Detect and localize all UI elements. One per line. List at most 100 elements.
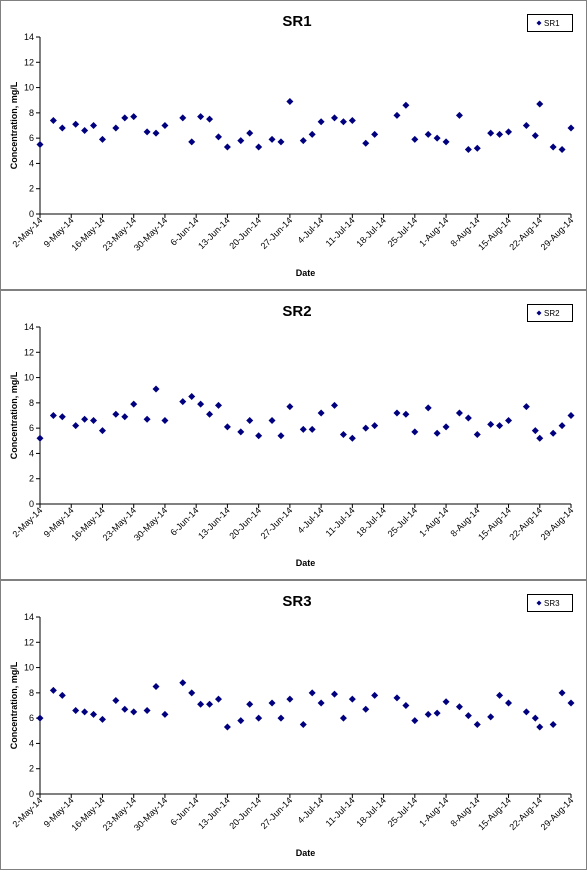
data-point	[505, 128, 513, 136]
data-point	[49, 116, 57, 124]
y-tick-label: 8	[29, 108, 34, 118]
data-point	[522, 403, 530, 411]
data-point	[49, 412, 57, 419]
y-tick-label: 8	[29, 398, 34, 408]
data-point	[455, 703, 463, 711]
legend: SR1	[527, 14, 573, 32]
data-point	[487, 420, 495, 428]
data-point	[433, 134, 441, 142]
data-point	[72, 120, 80, 128]
data-point	[433, 429, 441, 437]
data-point	[197, 700, 205, 708]
data-point	[214, 133, 222, 141]
data-point	[442, 698, 450, 706]
data-point	[237, 428, 245, 436]
data-point	[424, 710, 432, 718]
data-point	[442, 423, 450, 431]
y-tick-label: 6	[29, 713, 34, 723]
data-point	[487, 129, 495, 137]
legend-box	[527, 594, 573, 612]
data-point	[161, 122, 169, 129]
data-point	[393, 111, 401, 119]
data-point	[98, 715, 106, 723]
data-point	[255, 714, 263, 722]
data-point	[188, 393, 196, 401]
legend-label: SR1	[544, 19, 560, 28]
data-point	[130, 708, 138, 716]
data-point	[36, 140, 44, 148]
data-point	[268, 417, 276, 425]
data-point	[308, 425, 316, 433]
y-tick-label: 4	[29, 448, 34, 458]
data-point	[98, 427, 106, 435]
data-point	[464, 146, 472, 154]
data-point	[152, 683, 160, 691]
data-point	[121, 413, 129, 421]
data-point	[362, 424, 370, 432]
data-point	[268, 135, 276, 143]
y-tick-label: 2	[29, 764, 34, 774]
data-point	[339, 118, 347, 126]
x-axis-title: Date	[296, 268, 316, 278]
data-point	[255, 143, 263, 151]
x-axis-title: Date	[296, 848, 316, 858]
data-point	[505, 699, 513, 707]
data-point	[72, 422, 80, 430]
data-point	[206, 115, 214, 123]
data-point	[161, 710, 169, 718]
y-tick-label: 4	[29, 158, 34, 168]
panel-frame	[0, 290, 587, 580]
data-point	[549, 143, 557, 151]
y-tick-label: 12	[24, 347, 34, 357]
data-point	[411, 135, 419, 143]
legend-marker	[536, 20, 542, 26]
data-point	[487, 713, 495, 721]
legend-box	[527, 14, 573, 32]
data-point	[152, 129, 160, 137]
data-point	[362, 139, 370, 147]
data-point	[402, 410, 410, 418]
data-point	[371, 422, 379, 430]
data-point	[549, 429, 557, 437]
data-point	[90, 122, 98, 129]
data-point	[531, 714, 539, 722]
data-point	[299, 720, 307, 728]
data-point	[112, 696, 120, 704]
data-point	[36, 714, 44, 722]
data-point	[371, 691, 379, 699]
data-point	[81, 127, 89, 135]
data-point	[161, 417, 169, 425]
x-axis-title: Date	[296, 558, 316, 568]
y-tick-label: 8	[29, 688, 34, 698]
data-point	[286, 695, 294, 703]
data-point	[567, 124, 575, 132]
data-point	[143, 128, 151, 136]
data-point	[536, 434, 544, 442]
data-point	[536, 723, 544, 731]
data-point	[268, 699, 276, 707]
data-point	[246, 129, 254, 137]
data-point	[179, 679, 187, 687]
data-point	[112, 410, 120, 418]
y-tick-label: 12	[24, 57, 34, 67]
y-tick-label: 0	[29, 499, 34, 509]
data-point	[393, 409, 401, 417]
data-point	[536, 100, 544, 108]
data-point	[455, 111, 463, 119]
data-point	[286, 403, 294, 411]
data-point	[522, 122, 530, 129]
data-point	[197, 113, 205, 121]
data-point	[277, 432, 285, 440]
data-point	[246, 700, 254, 708]
y-tick-label: 14	[24, 32, 34, 42]
data-point	[317, 699, 325, 707]
panel-frame	[0, 0, 587, 290]
data-point	[308, 689, 316, 697]
data-point	[567, 412, 575, 419]
data-point	[81, 415, 89, 423]
data-point	[49, 686, 57, 694]
data-point	[558, 689, 566, 697]
data-point	[214, 695, 222, 703]
